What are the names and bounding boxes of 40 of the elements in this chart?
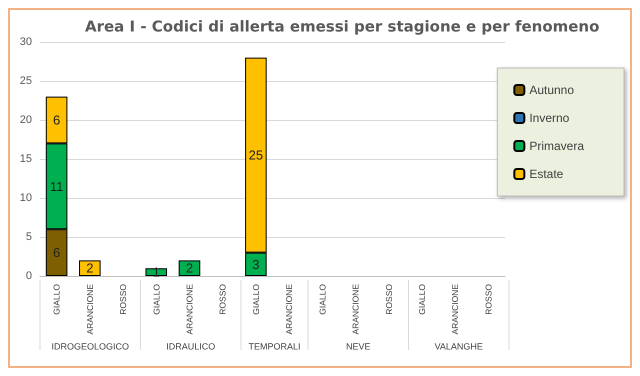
x-tick-label: ROSSO [384,284,394,315]
text: IDROGEOLOGICO [51,342,130,352]
y-tick-label: 30 [20,36,32,48]
data-label: 2 [186,260,194,276]
text: NEVE [346,342,371,352]
y-tick-label: 0 [26,270,32,282]
x-tick-label: ARANCIONE [450,284,460,335]
text: IDRAULICO [166,342,216,352]
chart-title: Area I - Codici di allerta emessi per stagione e per fenomeno [85,18,600,36]
legend-label: Inverno [529,111,570,125]
data-label: 2 [86,260,94,276]
legend-label: Estate [529,167,564,181]
y-tick-label: 25 [20,75,32,87]
x-tick-label: GIALLO [52,284,62,315]
data-label: 3 [252,256,260,272]
y-tick-label: 15 [20,153,32,165]
x-tick-label: ROSSO [118,284,128,315]
data-label: 11 [50,178,64,194]
bar [79,260,101,276]
bar [178,260,200,276]
x-tick-label: ROSSO [483,284,494,315]
legend-label: Primavera [529,139,584,153]
x-tick-label: ARANCIONE [350,284,361,335]
y-tick-label: 10 [20,192,32,204]
x-tick-label: GIALLO [317,284,328,315]
data-label: 6 [52,245,60,260]
text: TEMPORALI [248,342,301,352]
x-tick-label: ARANCIONE [284,284,294,335]
x-tick-label: GIALLO [151,284,162,315]
x-tick-label: ARANCIONE [84,284,95,335]
legend-label: Autunno [529,83,574,97]
x-tick-label: GIALLO [250,284,261,315]
x-tick-label: ROSSO [218,284,228,315]
data-label: 25 [248,148,264,163]
x-tick-label: ARANCIONE [184,284,194,335]
y-tick-label: 5 [26,231,32,243]
y-tick-label: 20 [20,114,32,126]
x-tick-label: GIALLO [416,284,427,315]
data-label: 6 [52,112,60,128]
text: VALANGHE [434,342,483,352]
